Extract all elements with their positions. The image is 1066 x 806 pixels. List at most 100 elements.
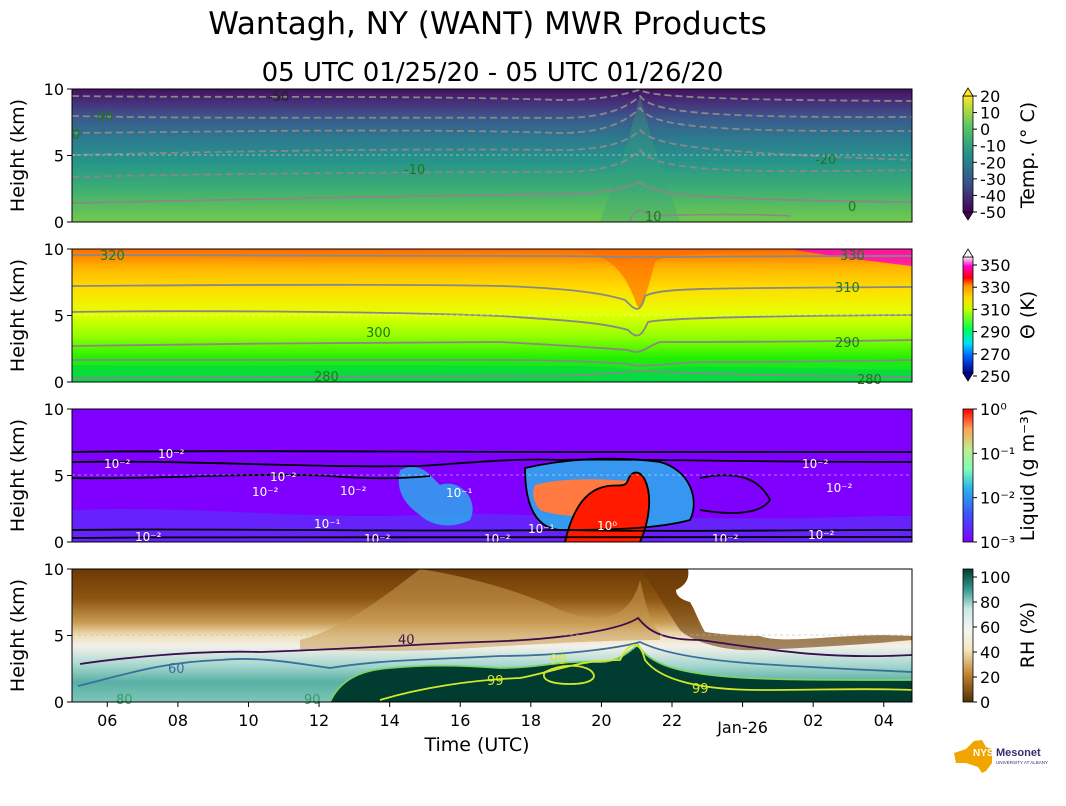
rh-contour-labels: 40 60 80 90 99 99 99 xyxy=(116,633,709,708)
x-tick-label: 04 xyxy=(874,711,894,730)
colorbar-tick-label: -10 xyxy=(980,137,1006,156)
colorbar-tick-label: -40 xyxy=(980,186,1006,205)
liquid-contour-label: 10⁻² xyxy=(802,457,829,471)
liquid-contour-label: 10⁻² xyxy=(484,532,511,546)
liquid-low-level xyxy=(72,508,912,542)
liquid-contour-label: 10⁻² xyxy=(340,484,367,498)
y-tick-label: 10 xyxy=(44,400,64,419)
rh-contour-label: 80 xyxy=(116,693,133,708)
colorbar-tick-label: 60 xyxy=(980,618,1000,637)
colorbar-theta-label: Θ (K) xyxy=(1017,291,1039,339)
y-tick-label: 5 xyxy=(54,307,64,326)
colorbar-liquid-gradient xyxy=(962,408,974,543)
colorbar-extend-min xyxy=(962,211,974,221)
y-tick-label: 5 xyxy=(54,147,64,166)
colorbar-tick-label: 10 xyxy=(980,104,1000,123)
liquid-contour-label: 10⁻¹ xyxy=(314,517,341,531)
temp-contour-label: -20 xyxy=(815,153,836,168)
colorbar-tick-label: -50 xyxy=(980,203,1006,222)
y-tick-label: 5 xyxy=(54,467,64,486)
colorbar-rh-label: RH (%) xyxy=(1017,602,1039,668)
rh-plume-tan xyxy=(300,569,660,651)
rh-contour-label: 99 xyxy=(487,674,504,689)
y-axis-label: Height (km) xyxy=(7,259,29,372)
colorbar-temperature-gradient xyxy=(962,95,974,213)
colorbar-extend-min xyxy=(962,372,974,382)
temp-contour-label: 0 xyxy=(848,200,856,215)
colorbar-rh xyxy=(962,568,974,703)
y-tick-label: 10 xyxy=(44,560,64,579)
panel-rh: 40 60 80 90 99 99 99 xyxy=(71,568,913,708)
x-tick-label: 02 xyxy=(803,711,823,730)
colorbar-tick-label: 0 xyxy=(980,693,990,712)
rh-contour-label: 90 xyxy=(304,693,321,708)
figure-subtitle: 05 UTC 01/25/20 - 05 UTC 01/26/20 xyxy=(261,58,724,88)
y-tick-label: 5 xyxy=(54,627,64,646)
colorbar-tick-label: 20 xyxy=(980,87,1000,106)
x-axis: 06 08 10 12 14 16 18 20 22 Jan-26 02 04 xyxy=(97,702,894,737)
liquid-contour-label: 10⁻² xyxy=(252,485,279,499)
y-tick-label: 0 xyxy=(54,533,64,552)
x-tick-label: 16 xyxy=(450,711,470,730)
colorbar-tick-label: 290 xyxy=(980,323,1011,342)
x-tick-label: 18 xyxy=(521,711,541,730)
x-tick-label: 20 xyxy=(591,711,611,730)
liquid-cloud-red xyxy=(565,472,650,542)
temperature-contour-labels: -50 -40 0 -20 -10 0 10 xyxy=(72,90,856,225)
theta-contour-labels: 320 330 310 300 290 280 280 xyxy=(100,249,882,388)
colorbar-tick-label: 310 xyxy=(980,300,1011,319)
liquid-contour-label: 10⁻² xyxy=(364,532,391,546)
liquid-contour-label: 10⁻² xyxy=(270,470,297,484)
x-tick-label: 22 xyxy=(662,711,682,730)
x-tick-label: 14 xyxy=(379,711,399,730)
y-tick-label: 0 xyxy=(54,693,64,712)
panel-liquid: 10⁻² 10⁻² 10⁻² 10⁻² 10⁻² 10⁻¹ 10⁻¹ 10⁻² … xyxy=(71,408,913,546)
colorbar-tick-label: 10⁻¹ xyxy=(980,444,1015,463)
rh-contour-label: 60 xyxy=(168,662,185,677)
temp-contour-label: 10 xyxy=(645,210,662,225)
x-tick-label: 12 xyxy=(309,711,329,730)
x-tick-label: Jan-26 xyxy=(716,718,768,737)
colorbar-tick-label: 350 xyxy=(980,256,1011,275)
liquid-contour-label: 10⁻¹ xyxy=(528,522,555,536)
theta-contours xyxy=(71,254,913,379)
colorbar-tick-label: 10⁻² xyxy=(980,489,1015,508)
nys-mesonet-logo: NYS Mesonet UNIVERSITY AT ALBANY xyxy=(954,740,1048,773)
colorbar-liquid-label: Liquid (g m⁻³) xyxy=(1017,409,1039,541)
liquid-contour-label: 10⁻² xyxy=(104,457,131,471)
logo-subtext: UNIVERSITY AT ALBANY xyxy=(996,760,1048,765)
liquid-contour-label: 10⁰ xyxy=(597,519,617,533)
y-tick-label: 0 xyxy=(54,373,64,392)
theta-contour-label: 280 xyxy=(314,370,339,385)
temp-contour-label: -10 xyxy=(404,163,425,178)
theta-contour-label: 280 xyxy=(857,373,882,388)
liquid-cloud-cyan xyxy=(398,466,473,526)
liquid-contour-label: 10⁻¹ xyxy=(446,486,473,500)
new-york-state-shape xyxy=(954,740,992,773)
panel-temperature: -50 -40 0 -20 -10 0 10 xyxy=(71,88,913,225)
liquid-contour-label: 10⁻² xyxy=(712,532,739,546)
colorbar-tick-label: 270 xyxy=(980,345,1011,364)
y-tick-label: 10 xyxy=(44,240,64,259)
theta-contour-label: 290 xyxy=(835,336,860,351)
x-tick-label: 08 xyxy=(168,711,188,730)
panel-theta: 320 330 310 300 290 280 280 xyxy=(71,248,913,388)
y-tick-label: 10 xyxy=(44,80,64,99)
logo-text: Mesonet xyxy=(996,747,1041,759)
colorbar-tick-label: 80 xyxy=(980,593,1000,612)
colorbar-tick-label: -30 xyxy=(980,170,1006,189)
colorbar-tick-label: 10⁰ xyxy=(980,400,1007,419)
colorbar-tick-label: 330 xyxy=(980,278,1011,297)
colorbar-tick-label: 250 xyxy=(980,367,1011,386)
colorbar-extend-max xyxy=(962,87,974,97)
logo-text: NYS xyxy=(973,748,994,759)
colorbar-extend-max xyxy=(962,248,974,258)
liquid-contour-label: 10⁻² xyxy=(826,481,853,495)
theta-contour-label: 320 xyxy=(100,249,125,264)
colorbar-liquid xyxy=(962,408,974,543)
temp-contour-label: -50 xyxy=(268,90,289,105)
y-axes: 0 5 10 Height (km) 0 5 10 Height (km) 0 5 10 Height… xyxy=(7,80,72,712)
colorbar-theta xyxy=(962,248,974,382)
theta-upper-magenta xyxy=(790,249,912,266)
x-tick-label: 06 xyxy=(97,711,117,730)
